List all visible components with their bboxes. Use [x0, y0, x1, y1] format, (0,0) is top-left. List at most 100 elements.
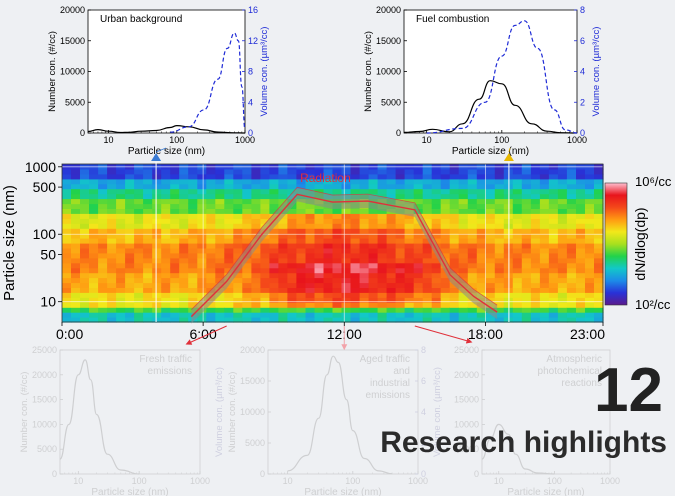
heatmap-cell: [296, 168, 306, 175]
heatmap-cell: [89, 223, 99, 229]
heatmap-cell: [134, 173, 144, 180]
heatmap-cell: [404, 188, 415, 195]
heatmap-cell: [314, 247, 325, 254]
heatmap-cell: [449, 243, 460, 249]
heatmap-cell: [251, 168, 261, 175]
heatmap-cell: [296, 252, 306, 259]
heatmap-cell: [116, 218, 126, 224]
heatmap-cell: [585, 277, 595, 284]
heatmap-cell: [179, 213, 189, 219]
heatmap-cell: [413, 203, 424, 209]
heatmap-cell: [404, 312, 415, 318]
y-tick-label: 25000: [454, 345, 479, 355]
heatmap-cell: [278, 238, 288, 244]
heatmap-cell: [566, 267, 577, 274]
heatmap-cell: [395, 193, 406, 200]
heatmap-cell: [71, 208, 81, 214]
heatmap-cell: [62, 223, 72, 229]
heatmap-cell: [296, 247, 306, 254]
number-series-line: [403, 80, 578, 134]
heatmap-cell: [576, 257, 586, 264]
heatmap-cell: [431, 198, 442, 205]
heatmap-cell: [125, 178, 135, 185]
heatmap-cell: [161, 228, 171, 234]
y2-axis-label: Volume con. (µm³/cc): [214, 367, 225, 457]
heatmap-cell: [143, 203, 153, 209]
heatmap-cell: [386, 257, 397, 264]
heatmap-cell: [440, 223, 451, 229]
heatmap-cell: [476, 272, 487, 279]
heatmap-cell: [557, 297, 568, 303]
heatmap-cell: [278, 307, 288, 313]
heatmap-cell: [485, 218, 496, 224]
heatmap-cell: [485, 183, 496, 190]
heatmap-cell: [539, 223, 550, 229]
heatmap-cell: [62, 277, 72, 284]
heatmap-cell: [539, 307, 550, 313]
heatmap-cell: [296, 183, 306, 190]
heatmap-cell: [170, 317, 180, 323]
heatmap-cell: [576, 252, 586, 259]
heatmap-cell: [422, 178, 433, 185]
heatmap-cell: [287, 277, 297, 284]
heatmap-cell: [107, 267, 117, 274]
heatmap-cell: [80, 173, 90, 180]
heatmap-cell: [449, 173, 460, 180]
heatmap-cell: [467, 317, 478, 323]
heatmap-cell: [116, 193, 126, 200]
heatmap-cell: [188, 257, 198, 264]
number-series-line: [287, 355, 393, 475]
heatmap-cell: [143, 312, 153, 318]
heatmap-cell: [422, 247, 433, 254]
heatmap-cell: [404, 277, 415, 284]
heatmap-cell: [260, 257, 270, 264]
heatmap-cell: [260, 208, 270, 214]
heatmap-cell: [359, 168, 370, 175]
heatmap-cell: [215, 272, 225, 279]
heatmap-cell: [359, 252, 370, 259]
heatmap-cell: [341, 238, 352, 244]
heatmap-cell: [80, 282, 90, 288]
heatmap-cell: [332, 297, 343, 303]
heatmap-cell: [557, 168, 568, 175]
heatmap-cell: [134, 277, 144, 284]
heatmap-cell: [206, 173, 216, 180]
x-tick-label: 100: [345, 476, 360, 486]
heatmap-cell: [233, 252, 243, 259]
heatmap-cell: [188, 208, 198, 214]
heatmap-cell: [242, 282, 252, 288]
heatmap-cell: [215, 168, 225, 175]
heatmap-cell: [359, 287, 370, 293]
heatmap-cell: [251, 183, 261, 190]
number-series-line: [87, 124, 246, 134]
heatmap-cell: [242, 223, 252, 229]
heatmap-cell: [125, 247, 135, 254]
heatmap-cell: [71, 243, 81, 249]
heatmap-cell: [314, 203, 325, 209]
heatmap-cell: [404, 297, 415, 303]
heatmap-cell: [197, 238, 207, 244]
heatmap-cell: [125, 238, 135, 244]
heatmap-cell: [422, 262, 433, 269]
heatmap-cell: [62, 198, 72, 205]
heatmap-cell: [98, 317, 108, 323]
heatmap-cell: [143, 302, 153, 308]
heatmap-cell: [71, 257, 81, 264]
heatmap-cell: [413, 238, 424, 244]
heatmap-cell: [305, 282, 316, 288]
heatmap-cell: [80, 252, 90, 259]
heatmap-cell: [350, 257, 361, 264]
number-series-line: [59, 359, 140, 475]
heatmap-cell: [107, 223, 117, 229]
heatmap-cell: [89, 262, 99, 269]
heatmap-cell: [422, 257, 433, 264]
heatmap-cell: [314, 262, 325, 269]
heatmap-cell: [350, 178, 361, 185]
heatmap-cell: [179, 233, 189, 239]
heatmap-cell: [431, 173, 442, 180]
heatmap-cell: [215, 247, 225, 254]
heatmap-cell: [350, 168, 361, 175]
heatmap-cell: [134, 238, 144, 244]
y-tick-label: 1000: [25, 159, 56, 175]
heatmap-cell: [260, 317, 270, 323]
